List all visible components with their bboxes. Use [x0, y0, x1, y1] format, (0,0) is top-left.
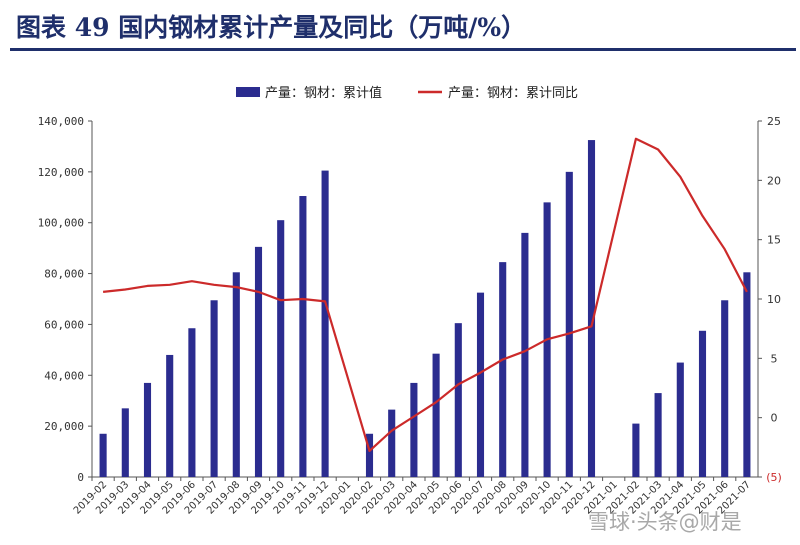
bar	[299, 196, 307, 477]
right-tick-label: 15	[767, 234, 781, 247]
left-tick-label: 20,000	[44, 420, 84, 433]
bar	[565, 171, 573, 477]
left-tick-label: 80,000	[44, 268, 84, 281]
watermark-text: 雪球·头条@财是	[588, 510, 742, 534]
bar	[676, 362, 684, 477]
bar-series	[99, 140, 751, 478]
bar	[743, 272, 751, 477]
right-tick-label: 25	[767, 115, 781, 128]
bar	[698, 330, 707, 477]
left-tick-label: 140,000	[38, 115, 84, 128]
bar	[143, 382, 152, 477]
legend-label-line: 产量：钢材：累计同比	[448, 86, 578, 101]
bar	[99, 433, 107, 477]
left-tick-label: 60,000	[44, 318, 84, 331]
line-series	[102, 137, 748, 452]
chart-area: 产量：钢材：累计值 产量：钢材：累计同比 0 20,000 40,000 60,000…	[38, 85, 782, 517]
chart-title: 图表 49 国内钢材累计产量及同比（万吨/%）	[16, 13, 527, 42]
bar	[254, 246, 263, 477]
right-tick-label: 10	[767, 293, 781, 306]
bar	[232, 272, 240, 477]
legend-swatch-bar	[236, 87, 260, 97]
left-tick-label: 100,000	[38, 217, 84, 230]
title-underline	[10, 48, 796, 51]
legend-label-bar: 产量：钢材：累计值	[265, 85, 382, 101]
bar	[587, 140, 596, 478]
bar	[410, 382, 418, 477]
bar	[499, 262, 507, 477]
right-tick-label: 5	[771, 352, 778, 365]
left-tick-label: 0	[77, 471, 84, 484]
bar	[188, 328, 196, 477]
bar	[432, 353, 440, 477]
left-tick-label: 120,000	[38, 166, 84, 179]
bar	[121, 408, 129, 477]
bar	[166, 354, 174, 477]
bar	[476, 292, 485, 477]
right-tick-label: (5)	[766, 471, 782, 484]
bar	[277, 220, 285, 477]
right-tick-label: 20	[767, 174, 781, 187]
bar	[210, 300, 218, 477]
chart-legend: 产量：钢材：累计值 产量：钢材：累计同比	[236, 85, 578, 101]
bar	[321, 170, 329, 477]
line-segment	[102, 137, 748, 452]
bar	[365, 433, 374, 477]
chart-header: 图表 49 国内钢材累计产量及同比（万吨/%）	[0, 0, 800, 54]
left-tick-label: 40,000	[44, 369, 84, 382]
bar	[654, 393, 662, 477]
bar	[721, 300, 729, 477]
bar	[454, 323, 462, 477]
right-tick-label: 0	[771, 412, 778, 425]
bar	[632, 423, 640, 477]
bar	[521, 232, 529, 477]
bar	[388, 409, 396, 477]
